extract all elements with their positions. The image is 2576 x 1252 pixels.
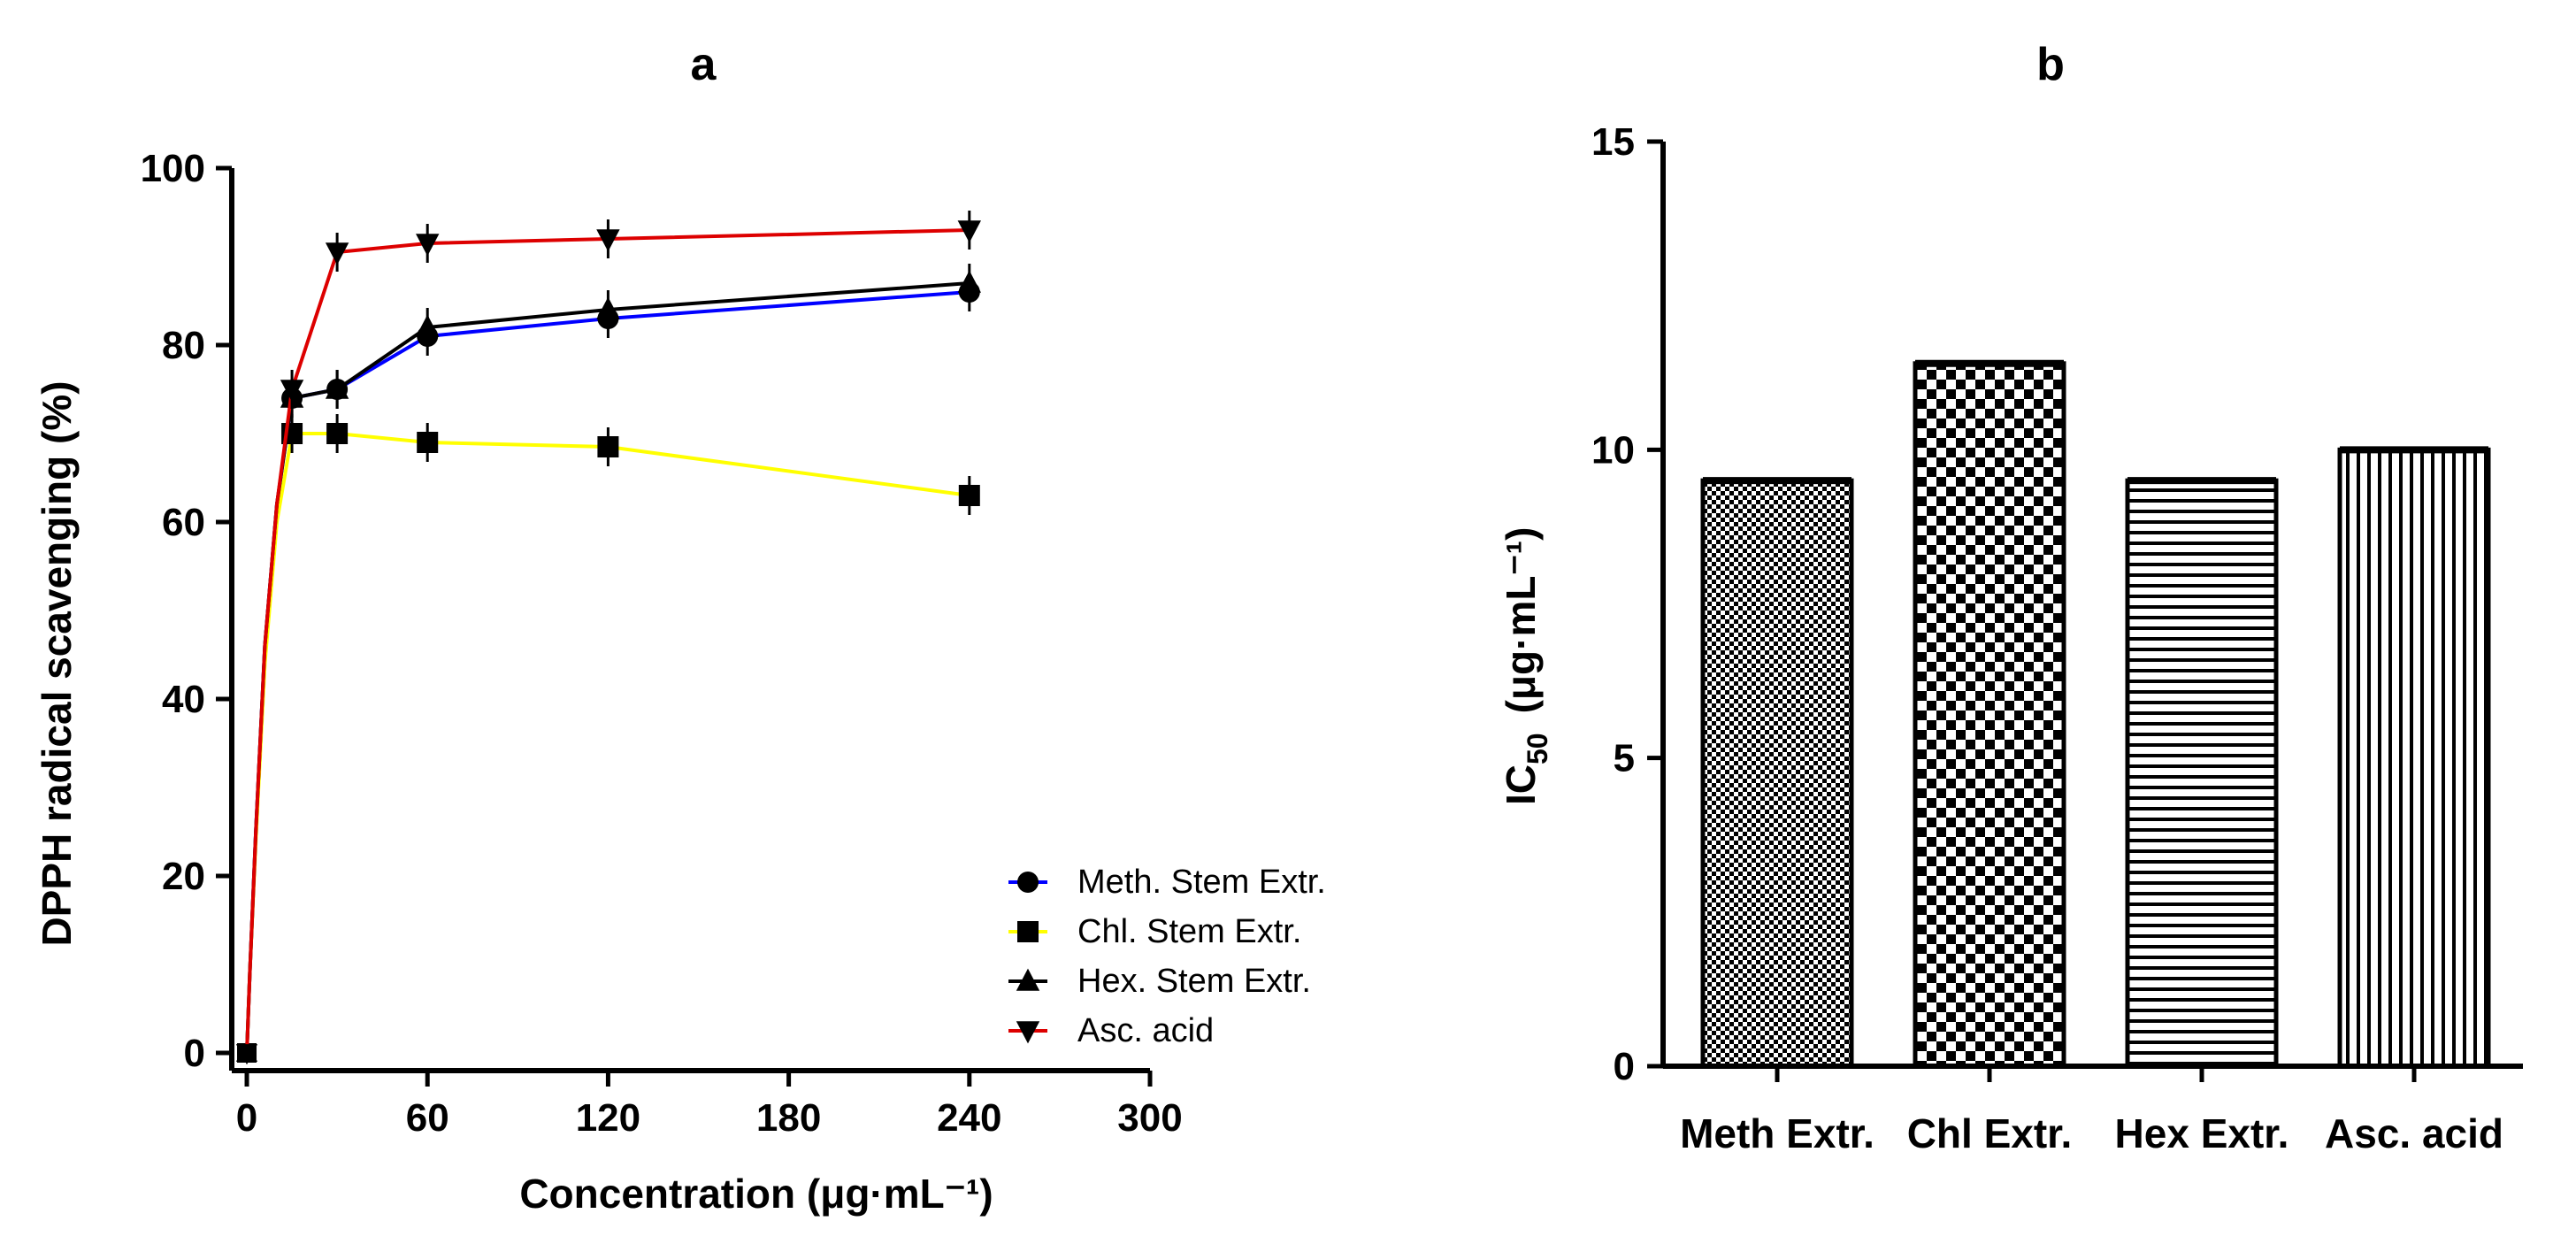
panel-a-x-ticks: 0 60 120 180 240 300 (236, 1071, 1183, 1140)
data-point-hex-stem-extr (325, 376, 349, 399)
panel-a-y-tick-label: 0 (184, 1032, 205, 1075)
bar-asc-acid (2337, 447, 2491, 1069)
data-point-hex-stem-extr (596, 296, 620, 319)
data-point-hex-stem-extr (957, 270, 982, 293)
legend-label-chl-stem-extr: Chl. Stem Extr. (1077, 913, 1301, 950)
data-point-asc-acid (957, 220, 982, 243)
legend-label-meth-stem-extr: Meth. Stem Extr. (1077, 864, 1326, 901)
series-line-meth-stem-extr (245, 290, 970, 1054)
data-point-chl-stem-extr (417, 432, 439, 453)
panel-b-y-tick-label: 15 (1591, 120, 1635, 164)
legend-marker-chl-stem-extr (1017, 921, 1039, 942)
panel-b-category-labels: Meth Extr. Chl Extr. Hex Extr. Asc. acid (1680, 1066, 2503, 1156)
data-point-asc-acid (596, 229, 620, 252)
ic-subscript: 50 (1522, 733, 1553, 764)
legend-marker-asc-acid (1016, 1021, 1040, 1044)
panel-b-category-label: Asc. acid (2325, 1110, 2503, 1156)
legend-label-asc-acid: Asc. acid (1077, 1012, 1214, 1049)
panel-a-series (235, 211, 982, 1065)
panel-b-category-label: Meth Extr. (1680, 1110, 1874, 1156)
data-point-asc-acid (325, 242, 349, 265)
panel-a-x-tick-label: 240 (937, 1096, 1001, 1140)
data-point-chl-stem-extr (326, 423, 349, 444)
panel-b-category-label: Chl Extr. (1907, 1110, 2073, 1156)
panel-b-y-tick-label: 0 (1614, 1045, 1635, 1088)
panel-a-x-tick-label: 0 (236, 1096, 257, 1140)
panel-b-y-tick-label: 10 (1591, 428, 1635, 472)
panel-a-y-tick-label: 80 (162, 324, 205, 367)
legend-label-hex-stem-extr: Hex. Stem Extr. (1077, 963, 1311, 1000)
data-point-hex-stem-extr (416, 314, 440, 337)
panel-a-y-tick-label: 60 (162, 501, 205, 544)
data-point-asc-acid (416, 234, 440, 257)
panel-a-y-tick-label: 20 (162, 855, 205, 898)
panel-a-axes (229, 168, 1150, 1073)
series-line-hex-stem-extr (245, 281, 970, 1054)
data-point-chl-stem-extr (958, 485, 980, 506)
panel-a-y-tick-label: 40 (162, 678, 205, 721)
ic-label: IC (1498, 764, 1544, 805)
series-line-chl-stem-extr (245, 432, 970, 1054)
panel-b-label: b (2036, 39, 2065, 90)
data-point-asc-acid (280, 380, 304, 403)
data-point-chl-stem-extr (597, 436, 619, 457)
ic-unit: (μg·mL⁻¹) (1498, 527, 1544, 714)
bar-meth-extr (1700, 478, 1854, 1069)
panel-b-y-axis-title: IC50 (μg·mL⁻¹) (1498, 527, 1553, 805)
panel-b-bars (1700, 359, 2491, 1069)
panel-a-y-tick-label: 100 (141, 147, 205, 190)
panel-a-x-tick-label: 120 (576, 1096, 640, 1140)
data-point-asc-acid (235, 1044, 258, 1065)
panel-b-category-label: Hex Extr. (2115, 1110, 2289, 1156)
panel-a-y-axis-title: DPPH radical scavenging (%) (34, 380, 80, 946)
panel-b-y-ticks: 0 5 10 15 (1591, 120, 1663, 1088)
line-chart-panel-a: a 0 60 120 180 240 300 0 20 40 60 80 100 Concentra… (34, 39, 1326, 1217)
series-line-asc-acid (245, 228, 970, 1054)
panel-a-x-tick-label: 180 (756, 1096, 821, 1140)
panel-a-label: a (691, 39, 717, 90)
panel-a-y-ticks: 0 20 40 60 80 100 (141, 147, 232, 1075)
panel-b-y-tick-label: 5 (1614, 737, 1635, 780)
bar-chl-extr (1913, 361, 2066, 1069)
panel-a-x-tick-label: 300 (1117, 1096, 1182, 1140)
bar-chart-panel-b: b 0 5 10 15 Meth Extr. Chl Extr. Hex Extr. Asc… (1498, 39, 2523, 1156)
bar-hex-extr (2125, 478, 2279, 1069)
legend-marker-meth-stem-extr (1017, 872, 1039, 893)
panel-a-legend: Meth. Stem Extr. Chl. Stem Extr. Hex. Stem… (1008, 864, 1326, 1049)
legend-marker-hex-stem-extr (1016, 968, 1040, 991)
panel-b-axes (1660, 142, 2523, 1069)
panel-a-x-tick-label: 60 (406, 1096, 449, 1140)
panel-a-x-axis-title: Concentration (μg·mL⁻¹) (519, 1171, 993, 1217)
